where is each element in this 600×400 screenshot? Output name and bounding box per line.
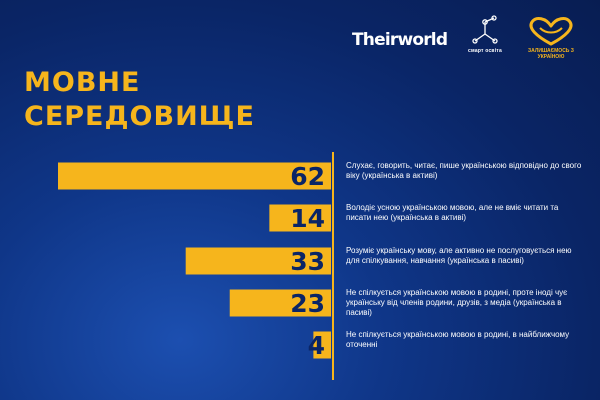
bar [229, 289, 331, 317]
bar-category-label: Не спілкується українською мовою в родин… [346, 329, 570, 349]
stay-with-ukraine-label: ЗАЛИШАЄМОСЬ З УКРАЇНОЮ [528, 48, 574, 60]
bar-value-label: 4 [308, 331, 325, 360]
bar [313, 331, 331, 359]
bar-category-label: Слухає, говорить, читає, пише українсько… [346, 160, 582, 180]
bar [185, 247, 331, 275]
heart-icon [529, 17, 573, 46]
bar [269, 204, 331, 232]
bar-category-label: Не спілкується українською мовою в родин… [346, 287, 568, 317]
bar-value-label: 14 [290, 204, 325, 233]
bar-value-label: 62 [290, 162, 325, 191]
bar-category-label: Володіє усною українською мовою, але не … [346, 202, 559, 222]
bar-value-label: 33 [290, 247, 325, 276]
bar-value-label: 23 [290, 289, 325, 318]
theirworld-logo: Theirworld [352, 30, 448, 50]
smart-osvita-label: смарт освіта [468, 48, 502, 54]
molecule-icon [472, 15, 498, 44]
smart-osvita-logo: смарт освіта [460, 14, 510, 64]
stay-with-ukraine-logo: ЗАЛИШАЄМОСЬ З УКРАЇНОЮ [522, 14, 580, 72]
chart-divider-line [332, 152, 334, 380]
page-title: МОВНЕ СЕРЕДОВИЩЕ [24, 67, 255, 132]
bar-category-label: Розуміє українську мову, але активно не … [346, 245, 572, 265]
partner-logos: Theirworld смарт освіта ЗАЛИШАЄМОСЬ З УК… [352, 14, 582, 74]
bar [58, 162, 331, 190]
